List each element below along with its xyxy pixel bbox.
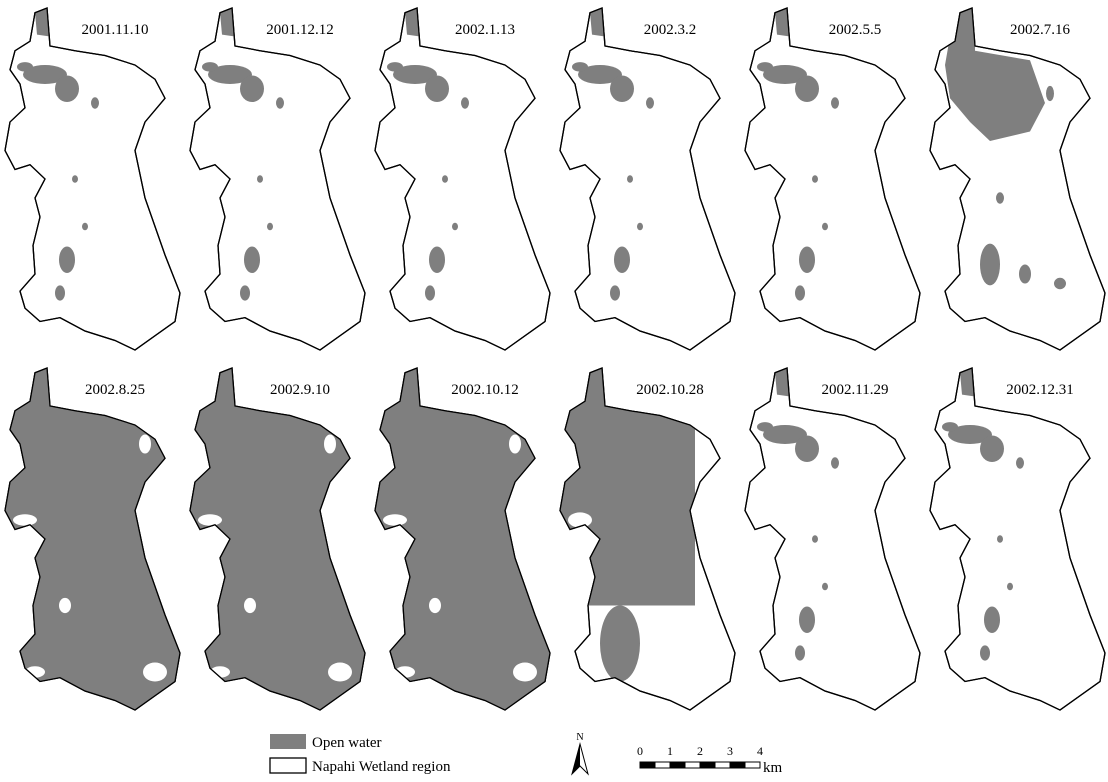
map-panel: [5, 368, 185, 720]
open-water: [375, 368, 555, 720]
legend-swatch-water: [270, 734, 306, 749]
panel-date: 2002.7.16: [1010, 22, 1071, 38]
north-arrow: N: [572, 732, 588, 774]
panel-date: 2002.10.12: [451, 382, 519, 398]
map-panel: [930, 368, 1105, 710]
legend-swatch-region: [270, 758, 306, 773]
scale-label: 1: [667, 744, 673, 758]
panel-date: 2002.5.5: [829, 22, 882, 38]
open-water: [190, 368, 370, 720]
legend: Open water Napahi Wetland region: [270, 734, 451, 775]
panel-date: 2002.3.2: [644, 22, 697, 38]
map-panel: [745, 368, 920, 710]
north-label: N: [576, 732, 583, 743]
map-panel: [375, 368, 555, 720]
scale-segment: [640, 762, 655, 768]
scale-label: 3: [727, 744, 733, 758]
panel-date: 2002.8.25: [85, 382, 145, 398]
scale-bar: 0 1 2 3 4km: [637, 744, 783, 776]
map-panel: [745, 8, 920, 350]
legend-label: Napahi Wetland region: [312, 759, 451, 775]
scale-segment: [745, 762, 760, 768]
scale-segment: [670, 762, 685, 768]
panel-date: 2002.10.28: [636, 382, 704, 398]
map-panel: [930, 8, 1105, 350]
scale-label: 2: [697, 744, 703, 758]
panel-date: 2002.12.31: [1006, 382, 1074, 398]
scale-label: 0: [637, 744, 643, 758]
panel-date: 2001.12.12: [266, 22, 334, 38]
map-panel: [190, 8, 365, 350]
scale-segment: [685, 762, 700, 768]
scale-segment: [700, 762, 715, 768]
panel-date: 2002.9.10: [270, 382, 330, 398]
legend-label: Open water: [312, 735, 382, 751]
scale-segment: [655, 762, 670, 768]
open-water: [5, 368, 185, 720]
scale-label: 4: [757, 744, 763, 758]
map-panel: [190, 368, 370, 720]
panel-date: 2002.11.29: [822, 382, 889, 398]
panel-date: 2002.1.13: [455, 22, 515, 38]
map-panel: [375, 8, 550, 350]
scale-unit: km: [763, 760, 783, 776]
scale-segment: [730, 762, 745, 768]
figure: 2001.11.102001.12.122002.1.132002.3.2200…: [0, 0, 1108, 782]
map-panel: [560, 368, 735, 710]
map-panel: [560, 8, 735, 350]
map-panels: 2001.11.10 2001.12.12 2002.1.13 2002.3.2 200…: [5, 8, 1105, 720]
panel-date: 2001.11.10: [82, 22, 149, 38]
map-panel: [5, 8, 180, 350]
scale-segment: [715, 762, 730, 768]
